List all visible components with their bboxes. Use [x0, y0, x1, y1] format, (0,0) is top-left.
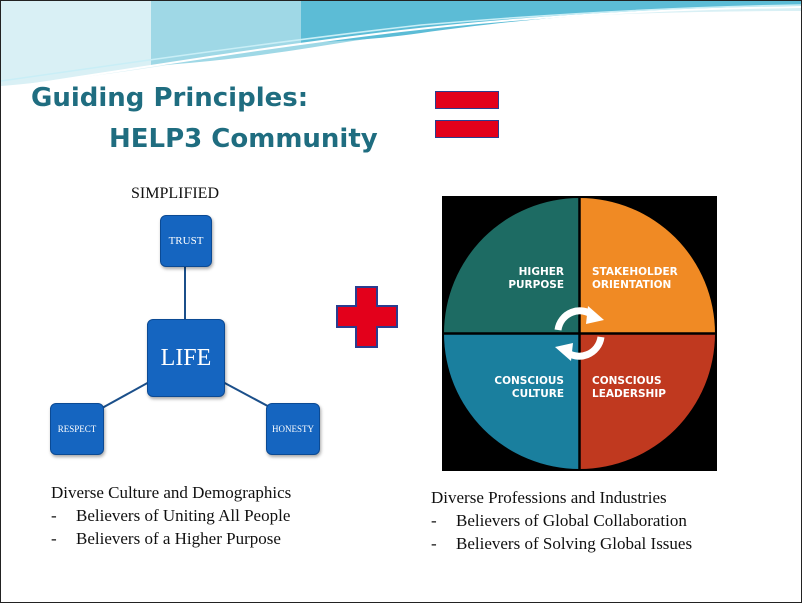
right-caption: Diverse Professions and Industries - Beli… — [431, 486, 692, 555]
right-bullet-2: Believers of Solving Global Issues — [456, 534, 693, 553]
node-honesty: HONESTY — [266, 403, 320, 455]
equals-sign-icon — [435, 91, 499, 149]
right-caption-heading: Diverse Professions and Industries — [431, 488, 667, 507]
left-caption-heading: Diverse Culture and Demographics — [51, 483, 292, 502]
quadrant-label-tr-1: STAKEHOLDER — [592, 266, 678, 278]
slide-title-line1: Guiding Principles: — [31, 83, 309, 113]
quadrant-label-tl-2: PURPOSE — [508, 279, 564, 291]
list-item: - Believers of a Higher Purpose — [51, 529, 281, 548]
equals-bar-bottom — [435, 120, 499, 138]
list-item: - Believers of Uniting All People — [51, 506, 291, 525]
node-life: LIFE — [147, 319, 225, 397]
quadrant-label-br-1: CONSCIOUS — [592, 375, 662, 387]
list-item: - Believers of Solving Global Issues — [431, 534, 693, 553]
quadrant-label-tr-2: ORIENTATION — [592, 279, 671, 291]
plus-sign-icon — [336, 286, 398, 348]
quadrant-label-bl-2: CULTURE — [512, 388, 564, 400]
quadrant-label-tl-1: HIGHER — [519, 266, 564, 278]
quadrant-higher-purpose — [444, 198, 580, 334]
header-wave-decoration — [1, 1, 801, 90]
left-bullet-1: Believers of Uniting All People — [76, 506, 291, 525]
left-caption: Diverse Culture and Demographics - Believ… — [51, 481, 291, 550]
conscious-capitalism-wheel: HIGHER PURPOSE STAKEHOLDER ORIENTATION C… — [442, 196, 717, 471]
quadrant-conscious-culture — [444, 333, 580, 469]
quadrant-label-br-2: LEADERSHIP — [592, 388, 666, 400]
quadrant-stakeholder-orientation — [579, 198, 715, 334]
node-respect: RESPECT — [50, 403, 104, 455]
list-item: - Believers of Global Collaboration — [431, 511, 687, 530]
quadrant-conscious-leadership — [579, 333, 715, 469]
right-bullet-1: Believers of Global Collaboration — [456, 511, 687, 530]
diagram-heading: SIMPLIFIED — [131, 185, 220, 202]
equals-bar-top — [435, 91, 499, 109]
node-trust: TRUST — [160, 215, 212, 267]
cycle-arrows-icon — [554, 306, 605, 361]
quadrant-label-bl-1: CONSCIOUS — [494, 375, 564, 387]
left-bullet-2: Believers of a Higher Purpose — [76, 529, 281, 548]
slide-title-line2: HELP3 Community — [109, 124, 378, 154]
